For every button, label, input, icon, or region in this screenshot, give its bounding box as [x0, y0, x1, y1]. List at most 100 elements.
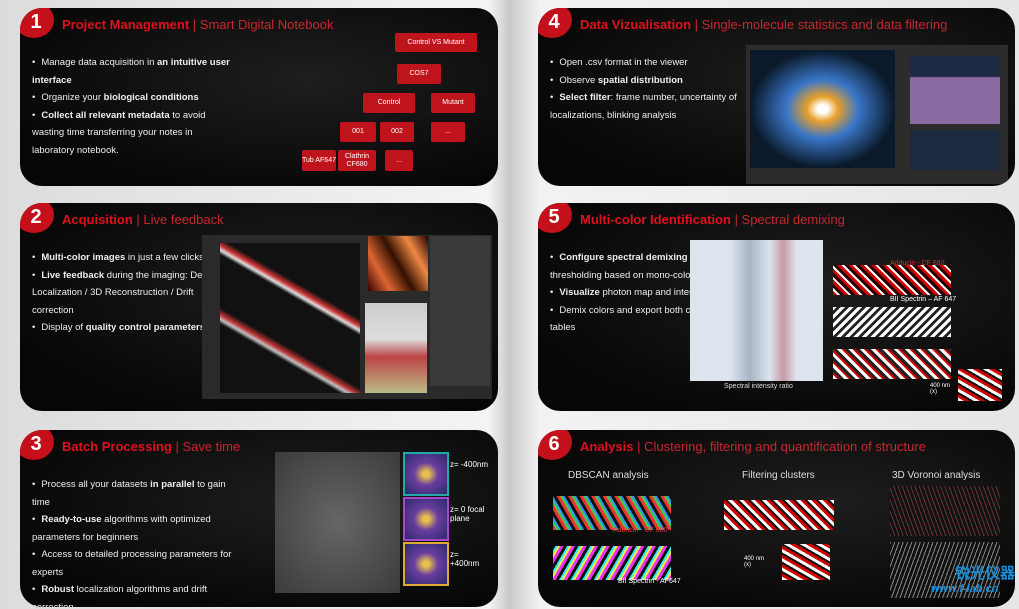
bullet-text: biological conditions	[103, 92, 199, 103]
image	[910, 56, 1000, 124]
subtitle-text: | Spectral demixing	[734, 212, 845, 227]
panel: 2 Acquisition | Live feedback Multi-color …	[20, 203, 498, 411]
figure-label: BII Spectrin - AF647	[618, 578, 681, 585]
bullet: Open .csv format in the viewer	[550, 54, 755, 72]
image	[958, 369, 1002, 401]
bullet-text: Visualize	[559, 287, 600, 298]
histogram-plot	[690, 240, 823, 381]
bullet-text: spatial distribution	[597, 74, 683, 86]
bullet-text: Observe	[559, 74, 598, 86]
bullet-text: to gain time	[32, 479, 226, 508]
step-number: 3	[20, 430, 54, 460]
bullet-text: Organize your	[41, 92, 104, 103]
subtitle-text: | Clustering, filtering and quantificati…	[637, 439, 926, 454]
bullet-text: Open .csv format in the viewer	[559, 57, 688, 68]
title-text: Acquisition	[62, 212, 133, 227]
localization-image	[275, 452, 400, 593]
tree-node: Tub AF647	[302, 150, 336, 171]
bullet-text: Access to detailed processing parameters…	[32, 549, 232, 578]
bullet-text: to avoid wasting time transferring your …	[32, 109, 206, 156]
bullet-text: in parallel	[150, 479, 195, 490]
figure-label: Adducin - CF 680	[890, 260, 945, 267]
subtitle-text: | Save time	[175, 439, 241, 454]
bullet: Manage data acquisition in an intuitive …	[32, 54, 237, 89]
tree-node: Clathrin CF680	[338, 150, 376, 171]
bullet-text: Demix colors and export both coordinate …	[550, 304, 730, 334]
image	[368, 236, 428, 291]
figure-label: z= +400nm	[450, 550, 480, 568]
panel: 5 Multi-color Identification | Spectral d…	[538, 203, 1015, 411]
figure-label: 400 nm (x)	[744, 556, 765, 568]
image	[220, 243, 360, 393]
subtitle-text: | Live feedback	[136, 212, 224, 227]
image	[365, 303, 427, 393]
tree-node: Control VS Mutant	[395, 33, 477, 52]
bullet-text: Process all your datasets	[41, 479, 151, 490]
bullet-text: Multi-color images	[41, 252, 126, 263]
title-text: Analysis	[580, 439, 634, 454]
tree-node: Mutant	[431, 93, 475, 113]
bullet: Collect all relevant metadata to avoid w…	[32, 107, 237, 160]
watermark-brand: 锐光仪器	[955, 565, 1016, 582]
tree-node: Control	[363, 93, 415, 113]
bullet-text: Ready-to-use	[41, 514, 102, 525]
bullet: Multi-color images in just a few clicks	[32, 249, 237, 267]
bullet: Process all your datasets in parallel to…	[32, 476, 237, 511]
panel-title: Batch Processing | Save time	[62, 439, 240, 454]
bullet-text: Collect all relevant metadata	[41, 109, 170, 121]
bullet: Demix colors and export both coordinate …	[550, 302, 755, 337]
image	[890, 542, 1000, 598]
image	[553, 496, 671, 530]
image	[890, 486, 1000, 536]
image	[910, 130, 1000, 170]
figure-label: BII Spectrin – AF 647	[890, 296, 957, 303]
title-text: Multi-color Identification	[580, 212, 731, 227]
bullet: Access to detailed processing parameters…	[32, 546, 237, 581]
figure-label: DBSCAN analysis	[568, 470, 649, 481]
image	[833, 265, 951, 295]
bullet: Visualize photon map and intensity ratio	[550, 284, 755, 302]
figure-label: Adducin - CF 680	[613, 527, 668, 534]
bullet-text: Display of	[41, 322, 86, 333]
bullet-list: Manage data acquisition in an intuitive …	[32, 54, 237, 159]
panel: 4 Data Vizualisation | Single-molecule st…	[538, 8, 1015, 186]
title-text: Batch Processing	[62, 439, 172, 454]
psf-image	[403, 497, 449, 541]
bullet-text: Robust	[41, 584, 75, 595]
title-text: Data Vizualisation	[580, 17, 692, 32]
bullet-text: algorithms with optimized parameters for…	[32, 514, 211, 543]
bullet-list: Open .csv format in the viewer Observe sp…	[550, 54, 755, 124]
bullet-text: Manage data acquisition in	[41, 57, 157, 68]
bullet: Live feedback during the imaging: Detect…	[32, 267, 237, 320]
subtitle-text: | Single-molecule statistics and data fi…	[694, 17, 948, 32]
psf-image	[403, 542, 449, 586]
bullet-text: Select filter	[559, 92, 611, 103]
panel: 3 Batch Processing | Save time Process all…	[20, 430, 498, 607]
image	[782, 544, 830, 580]
bullet-text: Live feedback	[41, 269, 105, 281]
panel-title: Project Management | Smart Digital Noteb…	[62, 17, 333, 32]
bullet: Display of quality control parameters	[32, 319, 237, 337]
bullet: Select filter: frame number, uncertainty…	[550, 89, 755, 124]
image	[553, 546, 671, 580]
panel-title: Acquisition | Live feedback	[62, 212, 224, 227]
panel: 1 Project Management | Smart Digital Note…	[20, 8, 498, 186]
figure-label: 3D Voronoi analysis	[892, 470, 981, 481]
panel-title: Multi-color Identification | Spectral de…	[580, 212, 845, 227]
image	[833, 349, 951, 379]
panel-title: Analysis | Clustering, filtering and qua…	[580, 439, 926, 454]
figure-label: 400 nm (x)	[930, 383, 951, 395]
psf-image	[403, 452, 449, 496]
bullet: Robust localization algorithms and drift…	[32, 581, 237, 607]
watermark-url: www.f-lab.cn	[931, 583, 999, 595]
bullet-text: localization algorithms and drift correc…	[32, 584, 208, 607]
step-number: 6	[538, 430, 572, 460]
tree-node: ...	[385, 150, 413, 171]
bullet: Organize your biological conditions	[32, 89, 237, 107]
image	[430, 236, 490, 386]
bullet-text: quality control parameters	[85, 322, 205, 333]
tree-node: 001	[340, 122, 376, 142]
image	[833, 307, 951, 337]
bullet-text: during the imaging: Detection / Localiza…	[32, 269, 236, 316]
bullet-text: : frame number, uncertainty of localizat…	[550, 92, 737, 121]
